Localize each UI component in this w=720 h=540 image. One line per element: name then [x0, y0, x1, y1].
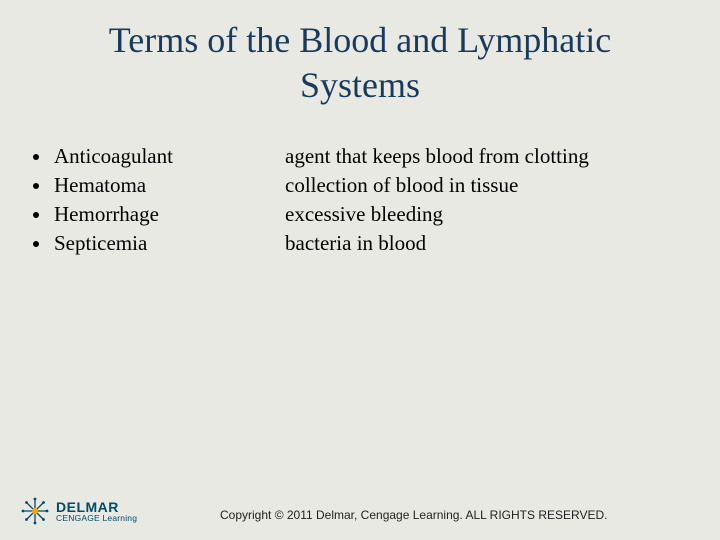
definition-line: excessive bleeding [285, 200, 720, 229]
list-item: Septicemia [52, 229, 285, 258]
definitions-column: agent that keeps blood from clotting col… [285, 142, 720, 258]
list-item: Hematoma [52, 171, 285, 200]
publisher-logo: DELMAR CENGAGE Learning [20, 496, 137, 526]
copyright-notice: Copyright © 2011 Delmar, Cengage Learnin… [220, 508, 607, 522]
logo-subbrand: CENGAGE Learning [56, 514, 137, 523]
logo-text: DELMAR CENGAGE Learning [56, 500, 137, 523]
definition-line: agent that keeps blood from clotting [285, 142, 720, 171]
terms-column: Anticoagulant Hematoma Hemorrhage Septic… [0, 142, 285, 258]
list-item: Hemorrhage [52, 200, 285, 229]
definition-line: bacteria in blood [285, 229, 720, 258]
definition-line: collection of blood in tissue [285, 171, 720, 200]
content-area: Anticoagulant Hematoma Hemorrhage Septic… [0, 108, 720, 258]
slide-title: Terms of the Blood and Lymphatic Systems [0, 0, 720, 108]
terms-list: Anticoagulant Hematoma Hemorrhage Septic… [26, 142, 285, 258]
logo-brand: DELMAR [56, 500, 137, 514]
list-item: Anticoagulant [52, 142, 285, 171]
logo-mark-icon [20, 496, 50, 526]
